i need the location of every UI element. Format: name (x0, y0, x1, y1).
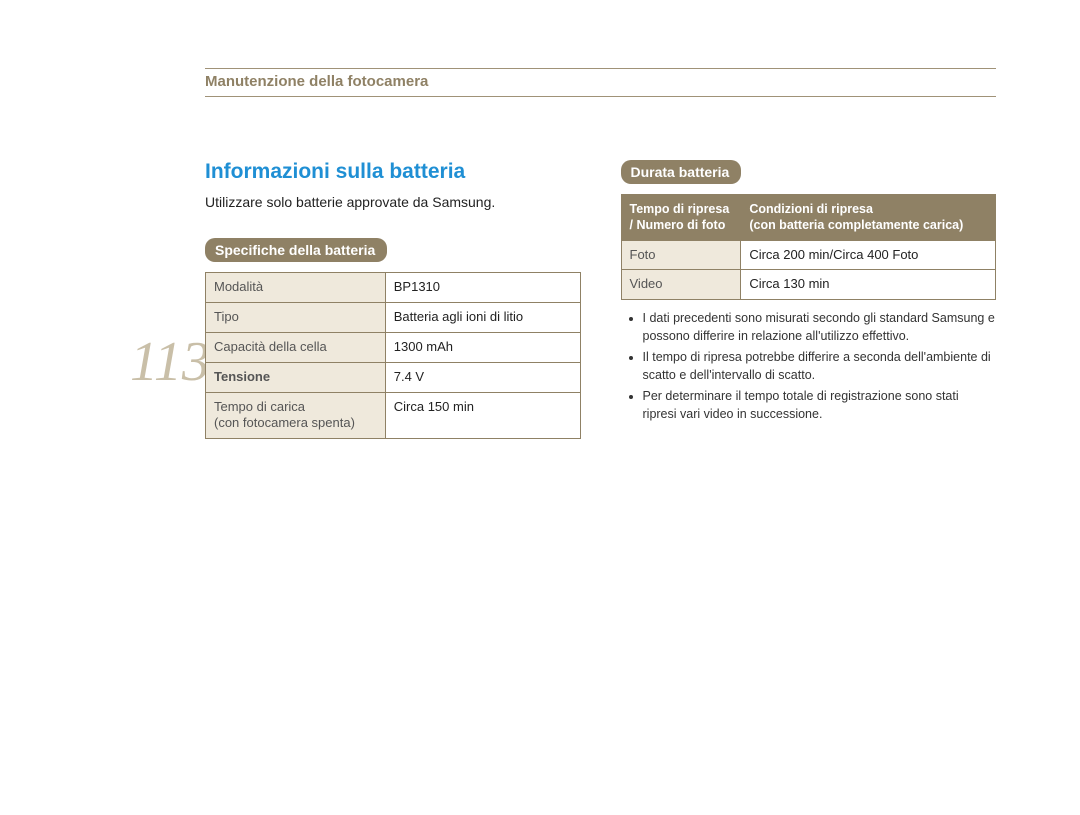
table-row: Tensione7.4 V (206, 362, 581, 392)
duration-header-right: Condizioni di ripresa(con batteria compl… (741, 195, 996, 241)
section-title: Manutenzione della fotocamera (205, 73, 428, 90)
spec-label: Modalità (206, 273, 386, 303)
spec-value: Circa 150 min (385, 392, 580, 439)
notes-list: I dati precedenti sono misurati secondo … (621, 310, 997, 423)
table-row: TipoBatteria agli ioni di litio (206, 302, 581, 332)
spec-pill: Specifiche della batteria (205, 238, 387, 262)
duration-header-row: Tempo di ripresa / Numero di foto Condiz… (621, 195, 996, 241)
note-item: Il tempo di ripresa potrebbe differire a… (643, 349, 997, 384)
duration-label: Video (621, 270, 741, 300)
duration-table: Tempo di ripresa / Numero di foto Condiz… (621, 194, 997, 300)
spec-value: 1300 mAh (385, 332, 580, 362)
spec-label: Tensione (206, 362, 386, 392)
table-row: Tempo di carica(con fotocamera spenta)Ci… (206, 392, 581, 439)
right-column: Durata batteria Tempo di ripresa / Numer… (621, 160, 997, 439)
duration-header-left: Tempo di ripresa / Numero di foto (621, 195, 741, 241)
duration-table-body: FotoCirca 200 min/Circa 400 FotoVideoCir… (621, 240, 996, 300)
spec-label: Tempo di carica(con fotocamera spenta) (206, 392, 386, 439)
table-row: VideoCirca 130 min (621, 270, 996, 300)
spec-label: Capacità della cella (206, 332, 386, 362)
header-rule-bottom (205, 96, 996, 97)
spec-label: Tipo (206, 302, 386, 332)
spec-value: Batteria agli ioni di litio (385, 302, 580, 332)
duration-pill: Durata batteria (621, 160, 742, 184)
page-number: 113 (130, 330, 210, 394)
spec-value: 7.4 V (385, 362, 580, 392)
left-column: Informazioni sulla batteria Utilizzare s… (205, 160, 581, 439)
table-row: FotoCirca 200 min/Circa 400 Foto (621, 240, 996, 270)
content-area: Informazioni sulla batteria Utilizzare s… (205, 160, 996, 439)
header-rule-top (205, 68, 996, 69)
page-heading: Informazioni sulla batteria (205, 160, 581, 184)
table-row: Capacità della cella1300 mAh (206, 332, 581, 362)
duration-value: Circa 200 min/Circa 400 Foto (741, 240, 996, 270)
spec-table: ModalitàBP1310TipoBatteria agli ioni di … (205, 272, 581, 439)
spec-table-body: ModalitàBP1310TipoBatteria agli ioni di … (206, 273, 581, 439)
duration-label: Foto (621, 240, 741, 270)
table-row: ModalitàBP1310 (206, 273, 581, 303)
spec-value: BP1310 (385, 273, 580, 303)
duration-value: Circa 130 min (741, 270, 996, 300)
intro-text: Utilizzare solo batterie approvate da Sa… (205, 194, 581, 210)
note-item: Per determinare il tempo totale di regis… (643, 388, 997, 423)
note-item: I dati precedenti sono misurati secondo … (643, 310, 997, 345)
